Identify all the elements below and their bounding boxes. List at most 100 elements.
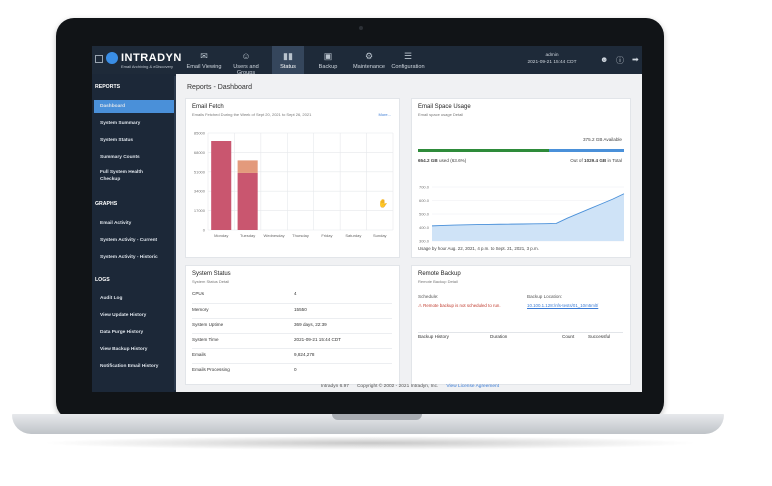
sidebar-item-system-status[interactable]: System Status <box>100 138 134 143</box>
bar <box>237 160 258 173</box>
nav-status[interactable]: ▮▮ Status <box>272 46 304 74</box>
nav-users-and-groups[interactable]: ☺ Users and Groups <box>224 46 268 76</box>
total-prefix: Out of <box>570 158 583 163</box>
system-status-card: System Status System Status Detail CPUs … <box>185 265 400 385</box>
sidebar-item-notification-email-history[interactable]: Notification Email History <box>100 364 159 369</box>
sidebar-scrollbar[interactable] <box>174 76 176 390</box>
bar-chart-icon: ▮▮ <box>283 51 293 61</box>
username: admin <box>545 53 559 58</box>
card-subtitle: Email space usage Detail <box>418 112 464 117</box>
laptop-notch <box>332 414 422 420</box>
usage-bar <box>418 149 624 152</box>
nav-label: Status <box>280 64 296 70</box>
current-datetime: 2021-09-21 15:44 CDT <box>527 60 577 65</box>
bar <box>211 140 232 230</box>
sidebar-item-audit-log[interactable]: Audit Log <box>100 296 123 301</box>
logout-icon[interactable]: ➡ <box>632 55 639 64</box>
y-tick-label: 51000 <box>194 169 206 174</box>
stat-label: Emails Processing <box>192 367 230 372</box>
stat-row-memory: Memory 15550 <box>192 303 392 315</box>
stat-row-emails: Emails 9,824,278 <box>192 348 392 360</box>
user-icon[interactable]: ☻ <box>600 55 609 64</box>
laptop-shadow <box>40 436 700 450</box>
backup-location-label: Backup Location: <box>527 294 563 299</box>
webcam-icon <box>359 26 363 30</box>
nav-label: Email Viewing <box>186 64 222 70</box>
nav-configuration[interactable]: ☰ Configuration <box>390 46 426 74</box>
email-fetch-card: Email Fetch Emails Fetched During the We… <box>185 98 400 258</box>
stat-value: 0 <box>294 367 297 372</box>
logo-tagline: Email Archiving & eDiscovery <box>121 64 174 69</box>
help-icon[interactable]: ⓘ <box>616 56 624 65</box>
sidebar-item-data-purge-history[interactable]: Data Purge History <box>100 330 144 335</box>
stat-row-uptime: System Uptime 369 days, 22:39 <box>192 318 392 330</box>
laptop-base <box>12 414 724 434</box>
schedule-label: Schedule: <box>418 294 439 299</box>
nav-backup[interactable]: ▣ Backup <box>311 46 345 74</box>
sidebar-item-system-activity-historic[interactable]: System Activity - Historic <box>100 255 158 260</box>
sliders-icon: ☰ <box>403 51 413 61</box>
bar <box>237 172 258 230</box>
top-bar: INTRADYN Email Archiving & eDiscovery ✉ … <box>92 46 642 76</box>
card-subtitle: Remote Backup Detail <box>418 279 458 284</box>
card-title: Email Space Usage <box>418 104 471 110</box>
stat-label: System Uptime <box>192 322 224 327</box>
y-tick-label: 300.0 <box>419 239 430 244</box>
sidebar: REPORTS Dashboard System Summary System … <box>92 74 176 392</box>
gear-icon: ⚙ <box>364 51 374 61</box>
nav-label: Maintenance <box>352 64 386 70</box>
app-screen: INTRADYN Email Archiving & eDiscovery ✉ … <box>92 46 642 392</box>
stat-value: 9,824,278 <box>294 352 315 357</box>
nav-label: Users and Groups <box>233 64 259 76</box>
x-tick-label: Sunday <box>373 233 387 238</box>
stat-row-system-time: System Time 2021-09-21 15:44 CDT <box>192 333 392 345</box>
stat-label: Memory <box>192 307 209 312</box>
logo-text: INTRADYN <box>121 52 182 64</box>
usage-line <box>431 193 625 227</box>
table-divider <box>418 332 623 333</box>
license-link[interactable]: View License Agreement <box>446 384 500 389</box>
more-link[interactable]: More... <box>378 112 391 117</box>
stat-row-cpus: CPUs 4 <box>192 288 392 300</box>
card-title: Remote Backup <box>418 271 461 277</box>
sidebar-item-system-summary[interactable]: System Summary <box>100 121 141 126</box>
y-tick-label: 68000 <box>194 150 206 155</box>
usage-area-chart: 700.0 600.0 500.0 400.0 300.0 <box>419 185 625 244</box>
sidebar-heading-reports: REPORTS <box>95 84 121 90</box>
x-tick-label: Monday <box>214 233 228 238</box>
y-tick-label: 0 <box>203 228 206 233</box>
sidebar-item-email-activity[interactable]: Email Activity <box>100 221 132 226</box>
nav-email-viewing[interactable]: ✉ Email Viewing <box>184 46 224 74</box>
x-tick-label: Tuesday <box>240 233 255 238</box>
stat-label: Emails <box>192 352 206 357</box>
sidebar-item-full-health-checkup[interactable]: Full System Health Checkup <box>100 170 143 182</box>
y-tick-label: 17000 <box>194 208 206 213</box>
sidebar-heading-graphs: GRAPHS <box>95 201 118 207</box>
main-content: Reports - Dashboard Email Fetch Emails F… <box>178 76 642 392</box>
y-tick-label: 500.0 <box>419 212 430 217</box>
card-subtitle: System Status Detail <box>192 279 230 284</box>
used-text: used (63.6%) <box>438 158 467 163</box>
users-icon: ☺ <box>241 51 251 61</box>
menu-toggle-icon[interactable] <box>95 55 103 63</box>
stat-value: 15550 <box>294 307 307 312</box>
footer-version: Intradyn 6.97 <box>320 384 349 389</box>
email-fetch-chart: 85000 68000 51000 34000 17000 0 Monday Tuesday W… <box>194 131 394 238</box>
y-tick-label: 600.0 <box>419 198 430 203</box>
total-space: Out of 1029.4 GB in Total <box>570 158 622 163</box>
stat-label: System Time <box>192 337 219 342</box>
sidebar-item-system-activity-current[interactable]: System Activity - Current <box>100 238 158 243</box>
nav-maintenance[interactable]: ⚙ Maintenance <box>349 46 389 74</box>
sidebar-item-summary-counts[interactable]: Summary Counts <box>100 155 140 160</box>
nav-label: Configuration <box>391 64 425 70</box>
schedule-error: ⚠ Remote backup is not scheduled to run. <box>418 303 501 309</box>
backup-location-link[interactable]: 10.100.1.128:/nfs-tests/01_10m5mlt/ <box>527 303 599 308</box>
used-space: 654.2 GB used (63.6%) <box>418 158 466 163</box>
stat-value: 369 days, 22:39 <box>294 322 327 327</box>
sidebar-item-backup-history[interactable]: View Backup History <box>100 347 148 352</box>
sidebar-item-dashboard[interactable]: Dashboard <box>100 104 126 109</box>
envelope-icon: ✉ <box>200 51 208 61</box>
schedule-error-text: Remote backup is not scheduled to run. <box>423 303 501 308</box>
sidebar-item-update-history[interactable]: View Update History <box>100 313 147 318</box>
y-tick-label: 34000 <box>194 189 206 194</box>
